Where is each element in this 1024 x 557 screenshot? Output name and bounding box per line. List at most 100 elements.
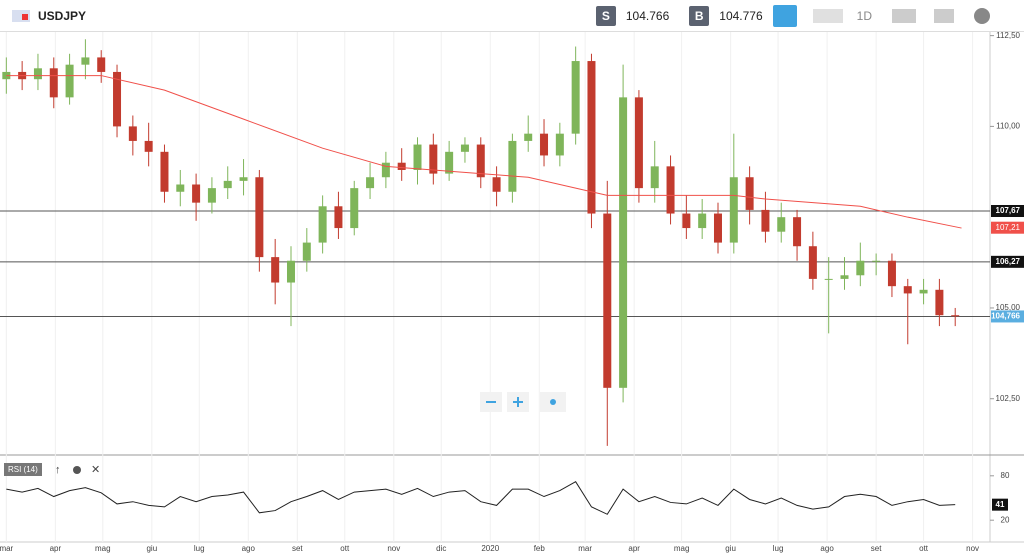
y-tick-label: 112,50 [996, 32, 1020, 40]
x-tick-label: mag [674, 544, 690, 553]
candle-body [587, 61, 596, 214]
candle-body [460, 144, 469, 152]
plot: mar apr mag giu lug ago set ott nov dic 2020 feb mar… [0, 32, 1024, 553]
candle-body [872, 260, 881, 262]
candle-body [113, 71, 122, 127]
candle-body [540, 133, 549, 156]
x-tick-label: ott [340, 544, 350, 553]
y-tick-label: 110,00 [996, 122, 1020, 131]
x-tick-label: nov [966, 544, 979, 553]
candle-body [824, 278, 833, 280]
candle-body [761, 209, 770, 232]
x-tick-label: apr [628, 544, 640, 553]
x-tick-label: set [871, 544, 882, 553]
candle-body [634, 97, 643, 189]
candle-body [555, 133, 564, 156]
chart: mar apr mag giu lug ago set ott nov dic 2020 feb mar… [0, 32, 1024, 553]
x-tick-label: mar [0, 544, 14, 553]
candle-body [33, 68, 42, 80]
x-tick-label: nov [387, 544, 400, 553]
x-tick-label: ott [919, 544, 929, 553]
price-label: 107,67 [996, 206, 1021, 215]
candle-body [192, 184, 201, 203]
candle-body [397, 162, 406, 170]
x-tick-label: set [292, 544, 303, 553]
icon [513, 397, 523, 407]
rsi-close[interactable]: ✕ [91, 464, 100, 476]
x-tick-label: mar [578, 544, 592, 553]
candle-body [350, 188, 359, 229]
x-tick-label: apr [50, 544, 62, 553]
y-tick-label: 102,50 [996, 394, 1021, 403]
candle-body [508, 140, 517, 192]
crosshair-button[interactable] [772, 4, 797, 27]
rsi-settings[interactable] [73, 466, 81, 474]
rsi-up[interactable]: ↑ [55, 464, 61, 476]
symbol: USDJPY [38, 8, 87, 23]
candle-body [650, 166, 659, 189]
candle-body [207, 188, 216, 203]
x-tick-label: mag [95, 544, 111, 553]
candle-body [381, 162, 390, 178]
flag-icon [12, 9, 30, 22]
candle-body [334, 206, 343, 229]
x-tick-label: 2020 [481, 544, 499, 553]
candle-body [571, 61, 580, 134]
candle-body [903, 286, 912, 294]
price-label: 106,27 [996, 257, 1021, 266]
candle-body [318, 206, 327, 243]
rsi-tick-label: 80 [1001, 471, 1010, 480]
price-label-bg [991, 205, 1024, 218]
candle-body [808, 246, 817, 279]
candle-body [793, 217, 802, 247]
rsi-label: RSI (14) [8, 465, 38, 474]
buy-price: 104.776 [719, 8, 763, 23]
ma-label-bg [991, 221, 1024, 234]
candle-body [745, 177, 754, 210]
candle-body [128, 126, 137, 141]
candle-body [698, 213, 707, 229]
candle-body [524, 133, 533, 141]
candle-body [951, 315, 960, 317]
candle-body [919, 289, 928, 294]
candle-body [777, 217, 786, 232]
toolbar: USDJPY S 104.766 B 104.776 1D [0, 0, 1024, 32]
candle-body [429, 144, 438, 174]
x-tick-label: dic [436, 544, 446, 553]
settings-button[interactable] [974, 7, 990, 24]
draw-button[interactable] [934, 8, 954, 23]
candle-button[interactable] [892, 8, 916, 23]
candle-body [49, 68, 58, 98]
price-label-bg [991, 255, 1024, 268]
candle-body [445, 151, 454, 174]
candle-body [887, 260, 896, 287]
candle-body [619, 97, 628, 388]
x-tick-label: giu [146, 544, 157, 553]
moving-average [6, 75, 962, 229]
x-tick-label: lug [194, 544, 205, 553]
rsi-line [6, 481, 956, 515]
ma-label: 107,21 [996, 223, 1021, 232]
candle-body [840, 275, 849, 279]
buy-button[interactable]: B [689, 5, 710, 26]
x-tick-label: lug [773, 544, 784, 553]
icon [550, 399, 556, 405]
candle-body [286, 260, 295, 283]
candle-body [271, 257, 280, 283]
chart-type-button[interactable] [812, 8, 843, 23]
candle-body [366, 177, 375, 189]
candle-body [223, 180, 232, 189]
candle-body [713, 213, 722, 243]
x-tick-label: feb [534, 544, 546, 553]
candle-body [255, 177, 264, 258]
candle-body [492, 177, 501, 192]
timeframe-button[interactable]: 1D [856, 8, 872, 23]
candle-body [144, 140, 153, 152]
candle-body [65, 64, 74, 98]
rsi-value: 41 [996, 500, 1005, 509]
rsi-value-bg [992, 498, 1008, 511]
rsi-tick-label: 20 [1001, 515, 1010, 524]
candle-body [413, 144, 422, 170]
sell-button[interactable]: S [595, 5, 616, 26]
